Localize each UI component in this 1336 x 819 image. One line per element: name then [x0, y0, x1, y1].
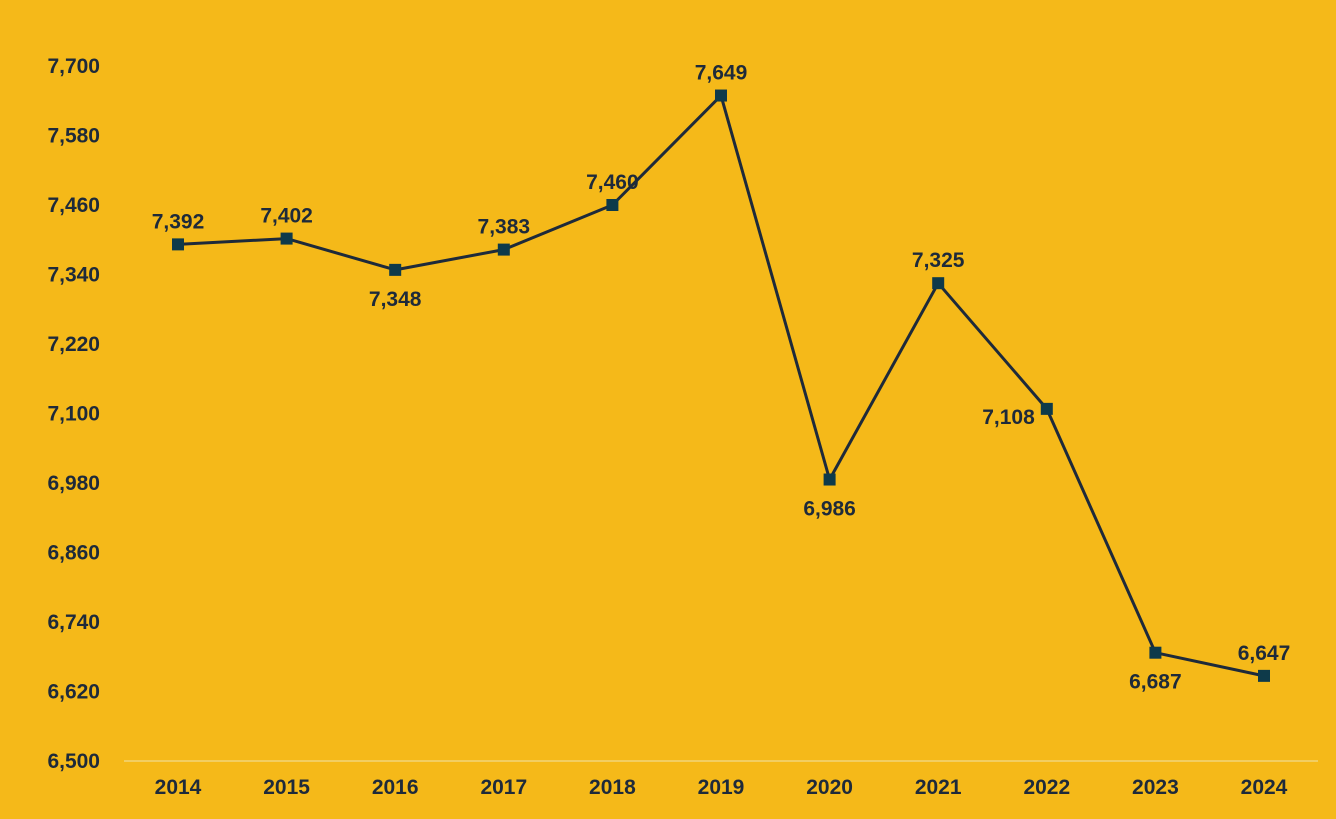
data-label: 6,647 [1238, 642, 1291, 665]
y-tick-label: 6,500 [47, 750, 100, 773]
data-label: 6,986 [803, 498, 856, 521]
x-tick-label: 2017 [480, 776, 527, 799]
y-tick-label: 7,220 [47, 333, 100, 356]
data-label: 7,108 [982, 406, 1035, 429]
data-point-marker [497, 243, 510, 256]
series-layer [172, 89, 1270, 682]
data-label: 7,383 [478, 216, 531, 239]
data-point-marker [389, 263, 402, 276]
data-labels: 7,392 7,402 7,348 7,383 7,460 7,649 6,986 7,325… [152, 62, 1291, 694]
x-tick-label: 2018 [589, 776, 636, 799]
data-point-marker [715, 89, 727, 102]
x-tick-label: 2019 [698, 776, 745, 799]
x-tick-label: 2020 [806, 776, 853, 799]
x-tick-label: 2015 [263, 776, 310, 799]
y-tick-label: 7,580 [47, 125, 100, 148]
y-axis: 6,500 6,620 6,740 6,860 6,980 7,100 7,220 7,340… [47, 55, 100, 773]
data-label: 7,348 [369, 288, 422, 311]
data-label: 7,649 [695, 62, 748, 85]
y-tick-label: 6,980 [47, 472, 100, 495]
data-point-marker [1040, 402, 1053, 415]
x-tick-label: 2023 [1132, 776, 1179, 799]
x-tick-label: 2016 [372, 776, 419, 799]
y-tick-label: 6,860 [47, 542, 100, 565]
y-tick-label: 7,340 [47, 264, 100, 287]
y-tick-label: 7,700 [47, 55, 100, 78]
x-tick-label: 2021 [915, 776, 962, 799]
data-label: 7,392 [152, 210, 205, 233]
y-tick-label: 7,460 [47, 194, 100, 217]
x-tick-label: 2022 [1023, 776, 1070, 799]
x-tick-label: 2014 [155, 776, 202, 799]
y-tick-label: 6,740 [47, 611, 100, 634]
x-axis: 2014 2015 2016 2017 2018 2019 2020 2021 2022 2023… [124, 760, 1318, 799]
data-label: 6,687 [1129, 671, 1182, 694]
data-point-marker [1258, 669, 1270, 682]
data-label: 7,325 [912, 249, 965, 272]
y-tick-label: 6,620 [47, 681, 100, 704]
y-tick-label: 7,100 [47, 403, 100, 426]
data-point-marker [1149, 646, 1162, 659]
data-label: 7,460 [586, 171, 639, 194]
data-point-marker [932, 277, 945, 290]
x-tick-label: 2024 [1241, 776, 1288, 799]
data-point-marker [823, 473, 836, 486]
data-point-marker [606, 199, 619, 211]
data-point-marker [172, 238, 184, 251]
data-label: 7,402 [260, 205, 313, 228]
series-line [177, 94, 1265, 678]
data-point-marker [280, 232, 293, 245]
